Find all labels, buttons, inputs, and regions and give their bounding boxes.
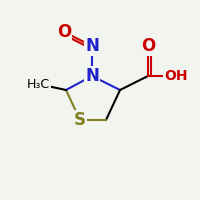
Text: S: S [74, 111, 86, 129]
Text: O: O [57, 23, 71, 41]
Text: OH: OH [164, 69, 188, 83]
Text: N: N [85, 37, 99, 55]
Text: H₃C: H₃C [26, 78, 50, 90]
Text: N: N [85, 67, 99, 85]
Text: O: O [141, 37, 155, 55]
